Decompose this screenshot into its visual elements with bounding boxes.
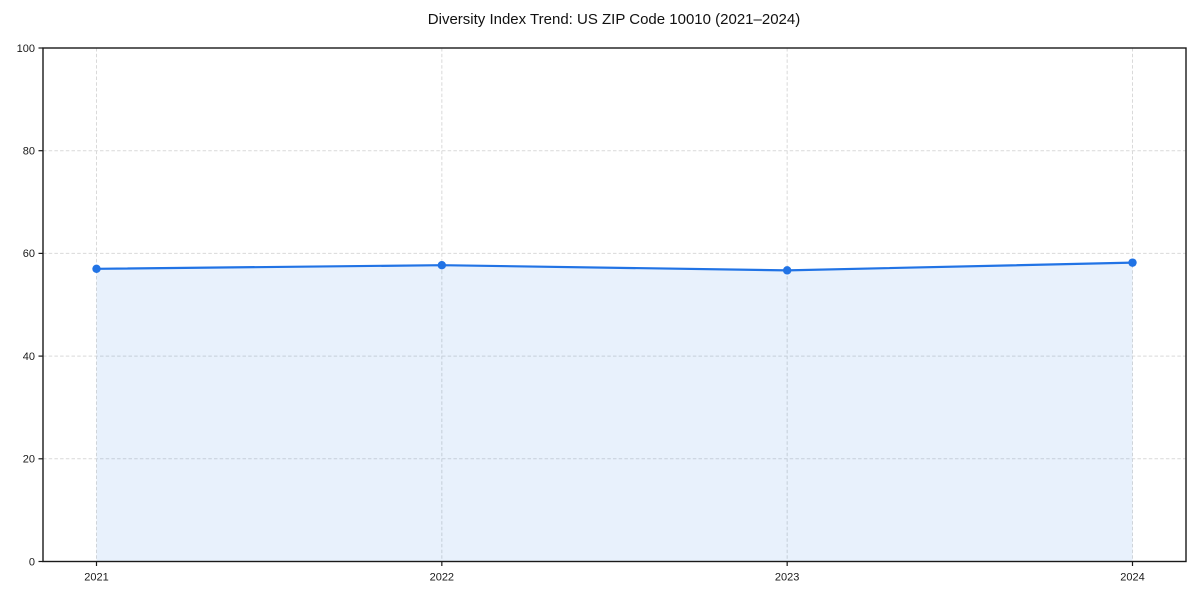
x-tick-label: 2023 (775, 572, 799, 584)
area-fill (96, 262, 1133, 562)
y-tick-label: 100 (17, 43, 35, 55)
y-tick-label: 80 (23, 146, 35, 158)
x-tick-label: 2021 (84, 572, 108, 584)
trend-line (95, 261, 1134, 272)
y-tick-label: 60 (23, 248, 35, 260)
x-tick-label: 2024 (1120, 572, 1144, 584)
y-tick-label: 20 (23, 454, 35, 466)
chart-title: Diversity Index Trend: US ZIP Code 10010… (427, 11, 801, 28)
data-point-2021 (92, 264, 101, 274)
data-point-2024 (1128, 258, 1137, 267)
data-point-2023 (782, 266, 792, 275)
x-tick-label: 2022 (430, 572, 454, 584)
data-point-2022 (437, 261, 447, 270)
y-tick-label: 40 (23, 351, 35, 363)
plot-border (42, 47, 1187, 563)
y-tick-label: 0 (29, 556, 35, 568)
